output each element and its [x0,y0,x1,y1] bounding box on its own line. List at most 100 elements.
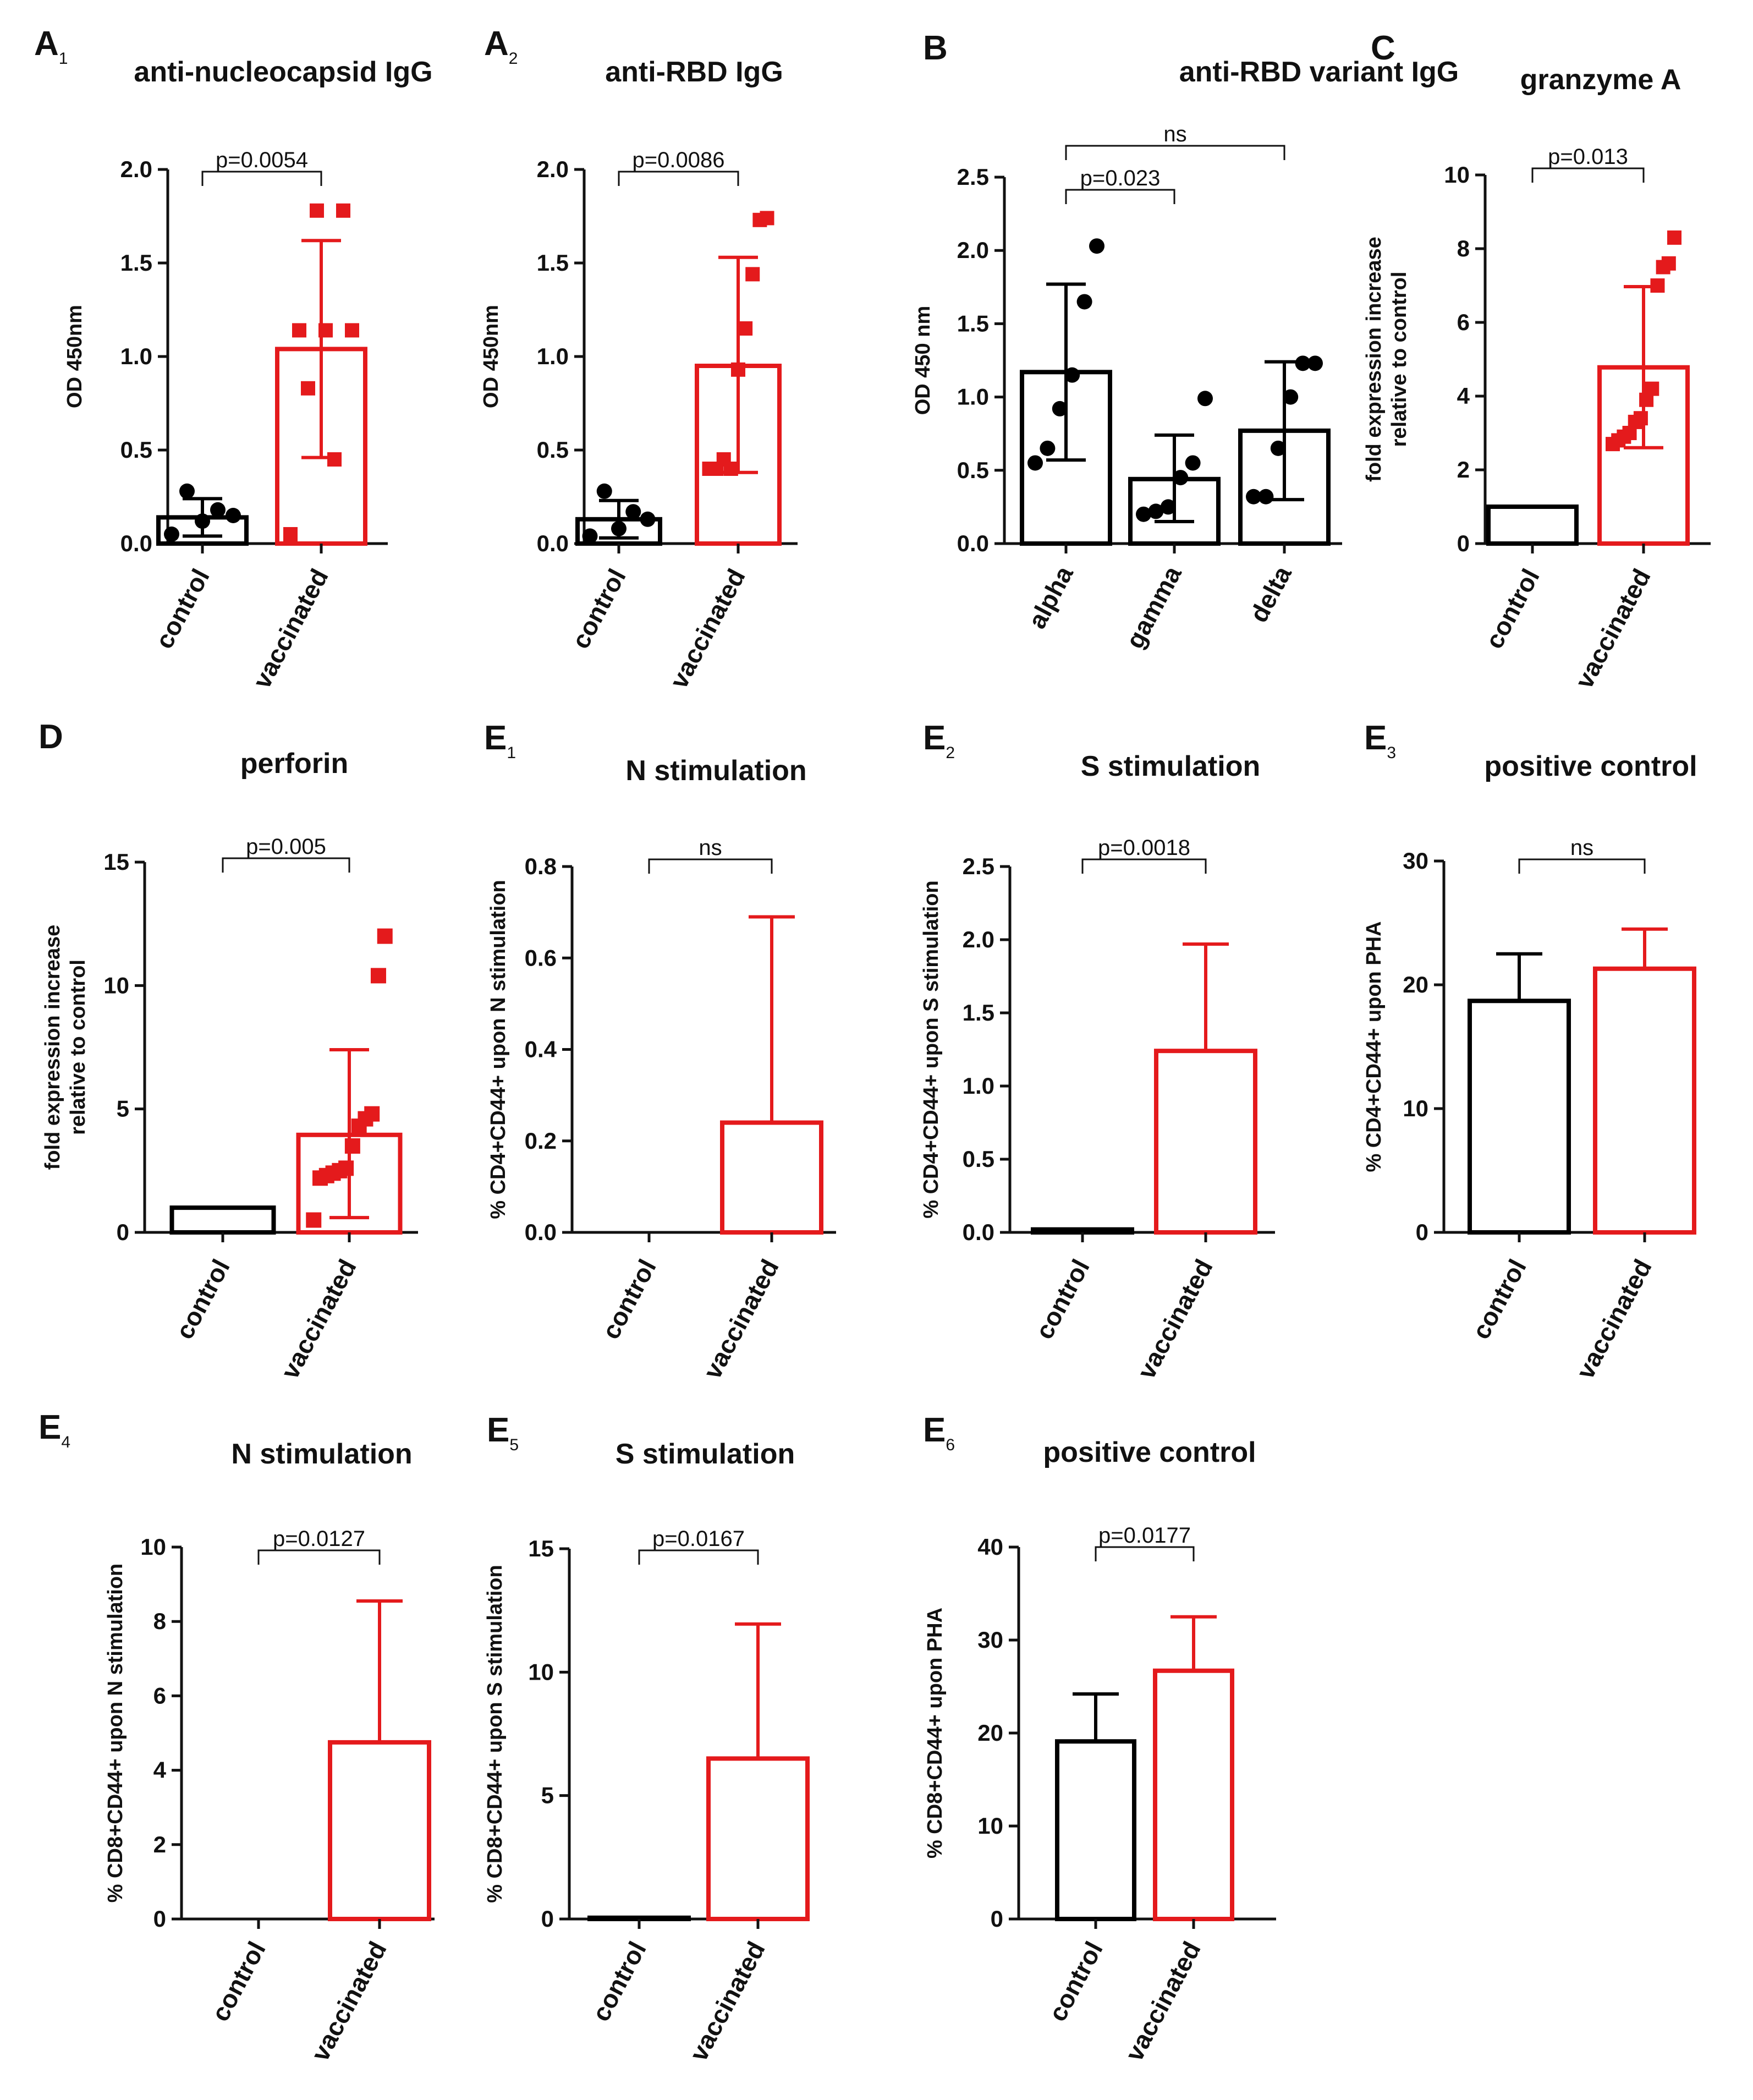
data-point [370,968,386,984]
data-point [1089,238,1104,254]
data-point [292,323,306,338]
panel-letter-main: E [487,1411,509,1449]
y-tick-label: 4 [153,1757,167,1783]
y-tick-label: 1.0 [120,343,152,369]
panel-letter: E6 [923,1411,955,1454]
y-axis-label: OD 450nm [480,305,503,408]
data-point [1052,401,1068,416]
y-tick-label: 6 [1457,309,1470,335]
chart-title: granzyme A [1520,64,1681,96]
data-point [731,362,745,377]
y-axis-label: fold expression increase relative to cont… [41,925,90,1170]
y-tick-label: 8 [1457,235,1470,261]
panel-letter-main: E [484,719,507,757]
category-label: gamma [1120,561,1187,653]
y-axis-label: % CD4+CD44+ upon N stimulation [487,880,510,1219]
panel-e1: E1 N stimulation 0.0 0.2 0.4 0.6 0.8 % CD4+CD44… [484,719,836,1384]
data-point [338,1160,354,1176]
y-tick-label: 0.4 [525,1037,557,1062]
data-point [625,504,641,520]
category-label: control [150,564,215,653]
panel-letter: E3 [1364,719,1396,762]
category-label: control [206,1937,271,2026]
data-point [283,527,298,541]
panel-letter-main: E [39,1408,61,1446]
y-tick-label: 2.0 [120,156,152,182]
y-tick-label: 1.0 [957,384,989,410]
bar-control [1055,1739,1136,1921]
data-point [1064,367,1080,383]
y-tick-label: 0.8 [525,853,557,879]
data-point [318,323,333,338]
y-tick-label: 1.5 [120,250,152,276]
data-point [1173,470,1189,486]
y-tick-label: 0.0 [120,530,152,556]
y-axis-label: fold expression increase relative to cont… [1362,237,1411,482]
category-label: vaccinated [697,1254,784,1383]
bar-control [1486,505,1579,546]
panel-letter-main: E [923,1411,946,1449]
significance-bracket [257,1549,381,1565]
y-axis-label: OD 450 nm [911,306,935,415]
bar-vaccinated [706,1756,810,1922]
significance-bracket [222,857,350,873]
y-tick-label: 30 [1403,848,1428,874]
y-tick-label: 10 [103,972,129,998]
bar-control [587,1915,691,1921]
y-tick-label: 2 [153,1832,166,1857]
y-tick-label: 0.0 [537,530,569,556]
data-point [210,502,226,518]
panel-letter-sub: 5 [509,1436,519,1454]
panel-letter-main: B [923,29,948,67]
y-tick-label: 1.5 [537,250,569,276]
panel-letter-main: E [1364,719,1387,757]
data-point [345,323,359,338]
category-label: control [1466,1254,1532,1344]
y-axis-label: OD 450nm [63,305,86,408]
y-axis-label-line: fold expression increase [41,925,64,1170]
data-point [1136,506,1151,522]
significance-bracket [648,858,773,874]
y-tick-label: 10 [977,1813,1003,1839]
panel-letter-sub: 2 [946,744,955,762]
y-tick-label: 5 [117,1096,129,1122]
bar-control [1031,1227,1134,1235]
bar-vaccinated [1593,966,1696,1235]
category-label: vaccinated [684,1937,771,2065]
data-point [1661,256,1676,271]
data-point [310,203,324,218]
y-tick-label: 0.0 [957,530,989,556]
y-tick-label: 2.0 [957,237,989,263]
category-label: control [566,564,631,653]
y-tick-label: 1.5 [963,1000,994,1026]
y-tick-label: 1.0 [963,1073,994,1099]
y-axis-label-line: relative to control [1388,272,1411,447]
data-point [611,520,627,536]
y-tick-label: 5 [541,1783,554,1808]
category-label: delta [1244,561,1298,627]
data-point [1027,455,1043,471]
data-point [1185,455,1201,471]
data-point [226,508,241,523]
category-label: vaccinated [1569,564,1656,693]
category-label: vaccinated [275,1254,362,1383]
category-label: alpha [1023,561,1079,633]
significance-bracket [1095,1546,1195,1561]
significance-bracket [1081,858,1207,874]
category-label: control [1030,1254,1095,1344]
p-value-label: ns [699,836,722,860]
y-axis-label: % CD8+CD44+ upon S stimulation [483,1565,507,1902]
data-point [1160,499,1176,515]
panel-letter-sub: 2 [509,50,518,68]
y-tick-label: 6 [153,1682,166,1708]
y-axis-label: % CD8+CD44+ upon PHA [924,1608,947,1858]
panel-letter: B [923,29,948,67]
y-tick-label: 10 [140,1534,166,1560]
y-tick-label: 2.5 [957,164,989,190]
category-label: vaccinated [1119,1937,1206,2065]
data-point [1246,489,1261,505]
